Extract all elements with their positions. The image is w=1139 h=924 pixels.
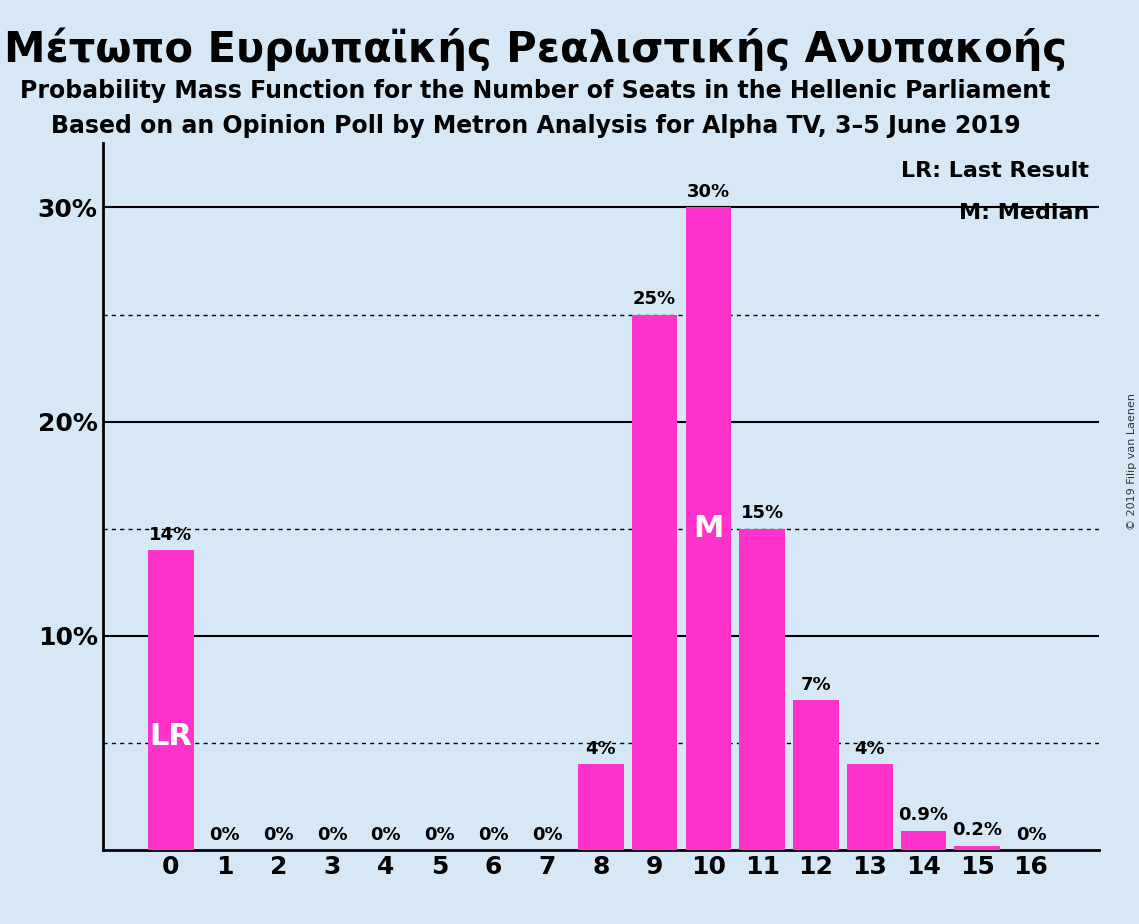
Text: 25%: 25% — [633, 290, 677, 309]
Text: 30%: 30% — [687, 183, 730, 201]
Text: 0%: 0% — [478, 826, 509, 844]
Bar — [901, 831, 947, 850]
Bar — [632, 314, 678, 850]
Text: Based on an Opinion Poll by Metron Analysis for Alpha TV, 3–5 June 2019: Based on an Opinion Poll by Metron Analy… — [50, 114, 1021, 138]
Text: 15%: 15% — [740, 505, 784, 522]
Text: 0.9%: 0.9% — [899, 807, 949, 824]
Text: 0%: 0% — [263, 826, 294, 844]
Text: 14%: 14% — [149, 526, 192, 543]
Text: © 2019 Filip van Laenen: © 2019 Filip van Laenen — [1126, 394, 1137, 530]
Text: 0%: 0% — [317, 826, 347, 844]
Text: 0%: 0% — [424, 826, 454, 844]
Text: M: M — [694, 515, 723, 543]
Bar — [793, 700, 838, 850]
Text: 0%: 0% — [210, 826, 239, 844]
Text: 7%: 7% — [801, 675, 831, 694]
Text: Μέτωπο Ευρωπαϊκής Ρεαλιστικής Ανυπακοής: Μέτωπο Ευρωπαϊκής Ρεαλιστικής Ανυπακοής — [3, 28, 1067, 71]
Bar — [148, 550, 194, 850]
Bar — [577, 764, 624, 850]
Bar — [686, 208, 731, 850]
Text: LR: LR — [149, 722, 192, 750]
Text: 0%: 0% — [1016, 826, 1047, 844]
Text: Probability Mass Function for the Number of Seats in the Hellenic Parliament: Probability Mass Function for the Number… — [21, 79, 1050, 103]
Bar — [954, 845, 1000, 850]
Bar — [739, 529, 785, 850]
Bar — [846, 764, 893, 850]
Text: 4%: 4% — [585, 740, 616, 758]
Text: 0%: 0% — [370, 826, 401, 844]
Text: M: Median: M: Median — [959, 203, 1089, 224]
Text: LR: Last Result: LR: Last Result — [901, 161, 1089, 181]
Text: 0%: 0% — [532, 826, 563, 844]
Text: 0.2%: 0.2% — [952, 821, 1002, 839]
Text: 4%: 4% — [854, 740, 885, 758]
